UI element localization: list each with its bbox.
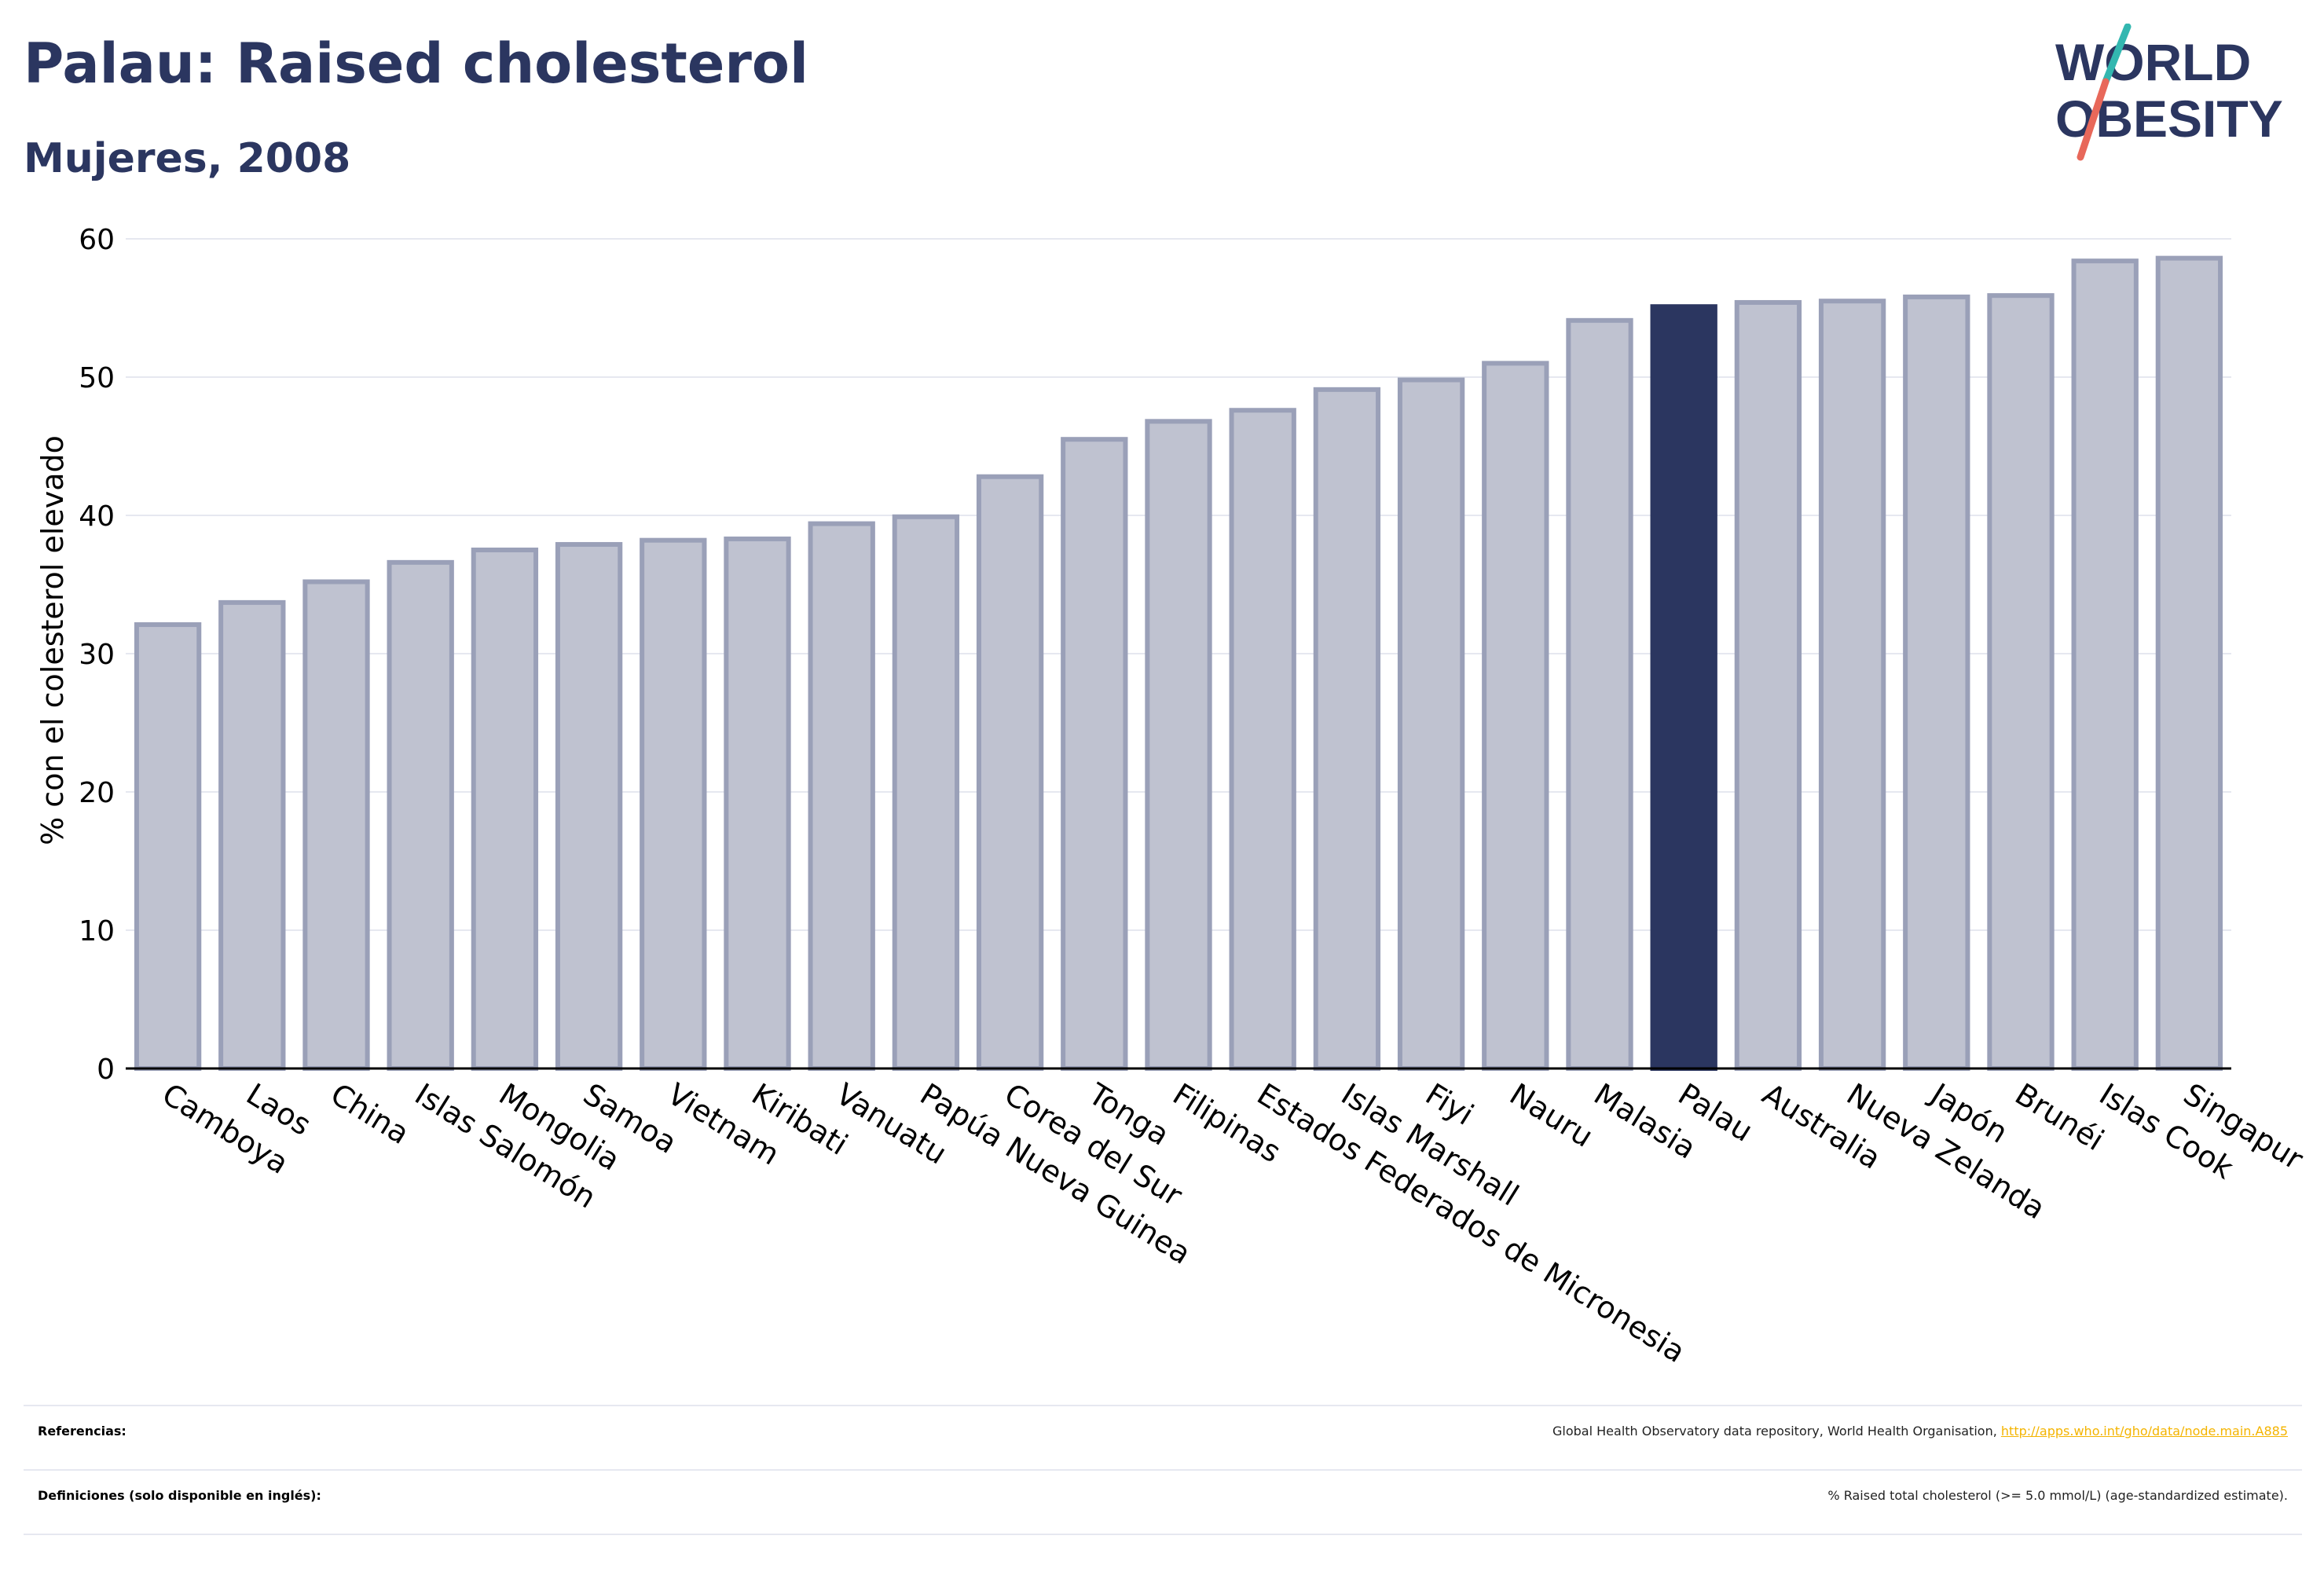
y-tick-label: 30 xyxy=(79,639,115,671)
page-title: Palau: Raised cholesterol xyxy=(24,31,808,96)
logo-word-world: WORLD xyxy=(2055,33,2251,91)
references-value: Global Health Observatory data repositor… xyxy=(1552,1424,2288,1439)
bar-vanuatu[interactable] xyxy=(808,521,875,1071)
bar-camboya[interactable] xyxy=(134,622,202,1071)
bar-filipinas[interactable] xyxy=(1145,419,1212,1071)
x-tick-label: Brunéi xyxy=(2009,1076,2110,1157)
bar-vietnam[interactable] xyxy=(640,537,707,1071)
bar-islas-salomón[interactable] xyxy=(387,559,454,1071)
bar-samoa[interactable] xyxy=(555,541,623,1071)
world-obesity-logo: WORLD OBESITY xyxy=(2055,24,2283,161)
bar-palau[interactable] xyxy=(1650,304,1717,1071)
x-tick-label: China xyxy=(324,1076,415,1151)
bar-japón[interactable] xyxy=(1903,294,1970,1072)
bar-islas-cook[interactable] xyxy=(2071,258,2139,1071)
bar-tonga[interactable] xyxy=(1061,437,1128,1071)
bar-singapur[interactable] xyxy=(2155,255,2223,1071)
logo-slash-coral xyxy=(2077,78,2110,161)
references-text: Global Health Observatory data repositor… xyxy=(1552,1424,2001,1439)
definitions-value: % Raised total cholesterol (>= 5.0 mmol/… xyxy=(1827,1488,2288,1503)
bar-malasia[interactable] xyxy=(1566,317,1633,1071)
bars xyxy=(134,255,2223,1072)
references-link[interactable]: http://apps.who.int/gho/data/node.main.A… xyxy=(2000,1424,2288,1439)
x-tick-label: Nauru xyxy=(1504,1076,1599,1154)
bar-nauru[interactable] xyxy=(1482,361,1549,1071)
definitions-label: Definiciones (solo disponible en inglés)… xyxy=(38,1488,321,1503)
y-axis-title: % con el colesterol elevado xyxy=(35,435,70,845)
y-tick-label: 20 xyxy=(79,777,115,809)
references-row: Referencias: Global Health Observatory d… xyxy=(24,1405,2302,1469)
y-tick-labels: 0 10 20 30 40 50 60 xyxy=(79,224,115,1086)
bar-china[interactable] xyxy=(302,579,370,1071)
y-tick-label: 40 xyxy=(79,500,115,533)
bar-kiribati[interactable] xyxy=(724,536,791,1071)
bar-laos[interactable] xyxy=(218,599,286,1071)
footer-divider xyxy=(24,1534,2302,1535)
logo-slash-teal xyxy=(2102,24,2132,86)
bar-brunéi[interactable] xyxy=(1987,293,2055,1072)
y-tick-label: 0 xyxy=(97,1054,115,1086)
references-label: Referencias: xyxy=(38,1424,126,1439)
definitions-row: Definiciones (solo disponible en inglés)… xyxy=(24,1469,2302,1534)
bar-corea-del-sur[interactable] xyxy=(976,474,1044,1071)
bar-australia[interactable] xyxy=(1734,299,1802,1071)
y-tick-label: 50 xyxy=(79,362,115,394)
bar-islas-marshall[interactable] xyxy=(1313,387,1381,1071)
bar-papúa-nueva-guinea[interactable] xyxy=(892,514,960,1071)
bar-mongolia[interactable] xyxy=(471,548,539,1071)
page-subtitle: Mujeres, 2008 xyxy=(24,135,351,182)
y-tick-label: 60 xyxy=(79,224,115,256)
bar-fiyi[interactable] xyxy=(1397,377,1465,1071)
bar-nueva-zelanda[interactable] xyxy=(1818,299,1886,1071)
y-tick-label: 10 xyxy=(79,915,115,947)
bar-estados-federados-de-micronesia[interactable] xyxy=(1229,408,1296,1071)
